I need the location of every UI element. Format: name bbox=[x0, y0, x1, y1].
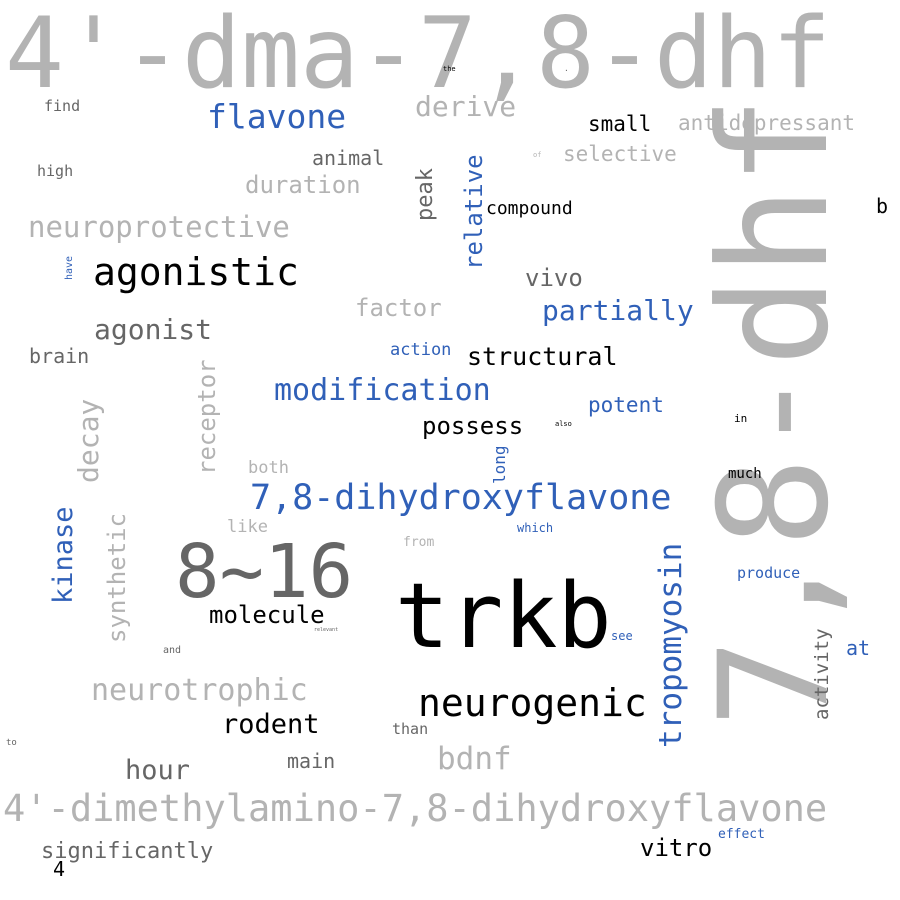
word-vitro: vitro bbox=[640, 834, 713, 862]
word-receptor: receptor bbox=[193, 359, 221, 475]
word-partially: partially bbox=[542, 294, 694, 327]
word-the: the bbox=[443, 65, 456, 73]
word-effect: effect bbox=[718, 827, 765, 842]
word-flavone: flavone bbox=[207, 97, 347, 136]
word-much: much bbox=[728, 466, 762, 482]
word-selective: selective bbox=[563, 142, 677, 166]
word-compound: compound bbox=[486, 198, 573, 219]
word-small: small bbox=[588, 112, 652, 136]
word-animal: animal bbox=[312, 146, 385, 170]
word-dot: . bbox=[564, 64, 569, 73]
word-8-16: 8~16 bbox=[175, 529, 354, 615]
word-which: which bbox=[517, 521, 554, 535]
word-decay: decay bbox=[72, 398, 105, 483]
word-kinase: kinase bbox=[48, 506, 79, 604]
word-trkb: trkb bbox=[395, 564, 612, 669]
word-see: see bbox=[611, 629, 633, 643]
word-like: like bbox=[227, 517, 268, 537]
word-to: to bbox=[6, 738, 17, 748]
word-relevant: relevant bbox=[314, 627, 339, 633]
word-agonist: agonist bbox=[94, 313, 213, 346]
word-7-8-dihydroxyflavone: 7,8-dihydroxyflavone bbox=[250, 478, 672, 518]
word-and: and bbox=[163, 645, 182, 656]
word-hour: hour bbox=[125, 755, 191, 786]
word-b: b bbox=[876, 194, 889, 218]
word-possess: possess bbox=[422, 412, 524, 440]
word-significantly: significantly bbox=[41, 839, 214, 864]
word-relative: relative bbox=[460, 154, 488, 270]
word-neurogenic: neurogenic bbox=[418, 681, 647, 725]
word-4-dma-7-8-dhf: 4'-dma-7,8-dhf bbox=[5, 0, 832, 111]
word-4-dimethylamino-7-8-dihydroxyflavone: 4'-dimethylamino-7,8-dihydroxyflavone bbox=[3, 787, 828, 830]
word-potent: potent bbox=[588, 393, 664, 417]
word-activity: activity bbox=[811, 628, 833, 720]
word-find: find bbox=[44, 97, 81, 115]
word-duration: duration bbox=[245, 171, 361, 199]
word-factor: factor bbox=[355, 294, 442, 322]
word-brain: brain bbox=[29, 344, 90, 368]
word-in: in bbox=[734, 412, 748, 425]
word-neurotrophic: neurotrophic bbox=[91, 673, 308, 708]
word-agonistic: agonistic bbox=[93, 250, 299, 294]
word-antidepressant: antidepressant bbox=[678, 111, 856, 135]
word-than: than bbox=[392, 720, 429, 738]
word-bdnf: bdnf bbox=[437, 741, 512, 777]
word-from: from bbox=[403, 535, 435, 550]
word-long: long bbox=[490, 445, 509, 484]
word-synthetic: synthetic bbox=[103, 512, 131, 643]
word-of: of bbox=[533, 151, 542, 159]
word-action: action bbox=[390, 340, 452, 360]
word-derive: derive bbox=[415, 90, 517, 123]
word-high: high bbox=[37, 162, 74, 180]
word-modification: modification bbox=[274, 373, 491, 408]
word-structural: structural bbox=[467, 342, 618, 371]
word-4: 4 bbox=[53, 857, 66, 881]
word-peak: peak bbox=[413, 168, 438, 221]
word-at: at bbox=[846, 636, 871, 660]
word-vivo: vivo bbox=[525, 264, 583, 292]
word-neuroprotective: neuroprotective bbox=[28, 210, 290, 244]
word-produce: produce bbox=[737, 564, 801, 582]
word-both: both bbox=[248, 458, 289, 478]
word-also: also bbox=[555, 420, 572, 428]
word-have: have bbox=[64, 255, 75, 280]
word-main: main bbox=[287, 749, 336, 773]
word-molecule: molecule bbox=[209, 601, 325, 629]
word-tropomyosin: tropomyosin bbox=[653, 542, 689, 748]
word-rodent: rodent bbox=[222, 709, 320, 740]
